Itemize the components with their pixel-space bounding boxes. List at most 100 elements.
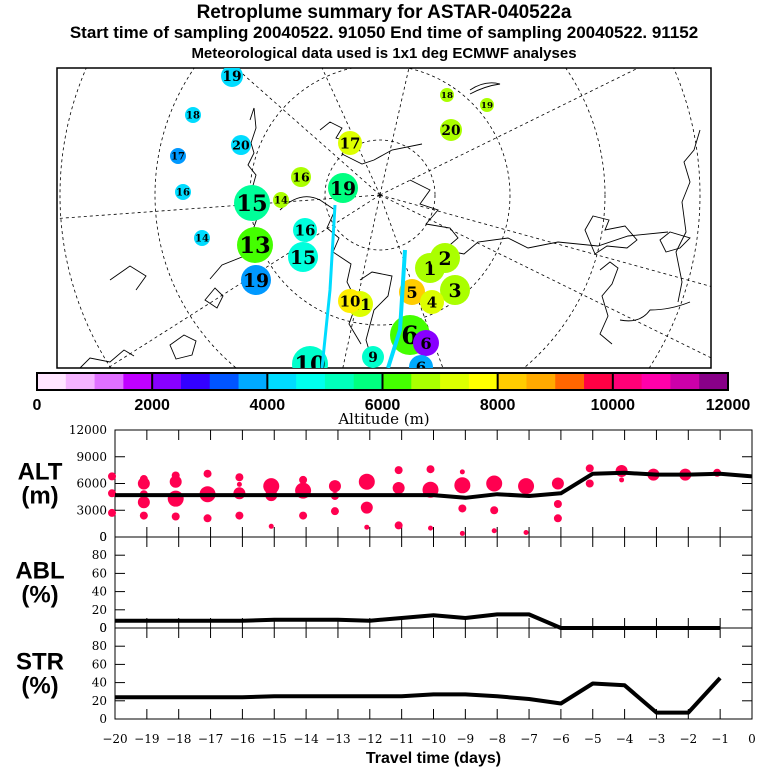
panel-abl: 0 20 40 60 80 0 ABL(%) (15, 530, 753, 635)
cluster-point (108, 472, 116, 481)
cluster-point (553, 514, 562, 523)
panel-ylabel: ALT (18, 459, 63, 486)
trajectory-marker: 17 (338, 131, 362, 155)
trajectory-marker: 16 (291, 167, 311, 187)
trajectory-marker: 6 (413, 330, 439, 356)
y-tick-label: 0 (99, 712, 107, 726)
x-tick-label: −10 (421, 732, 446, 746)
cluster-point (454, 477, 471, 494)
marker-label: 10 (294, 352, 325, 378)
coastline (599, 261, 619, 345)
y-tick-label: 0 (99, 530, 107, 544)
x-tick-label: −12 (357, 732, 382, 746)
x-tick-label: −2 (679, 732, 697, 746)
meridian (321, 68, 381, 196)
marker-circle (413, 330, 439, 356)
colorbar-tick-label: 2000 (134, 397, 170, 414)
x-tick-label: −11 (389, 732, 414, 746)
colorbar-swatch (526, 373, 556, 390)
cluster-point (299, 475, 308, 484)
meridian (379, 68, 410, 196)
marker-circle (430, 243, 460, 273)
marker-circle (231, 135, 251, 155)
colorbar-swatch (209, 373, 240, 390)
cluster-point (108, 508, 116, 517)
trajectory-marker: 16 (175, 184, 191, 200)
coastline (279, 196, 362, 345)
colorbar-swatch (411, 373, 441, 390)
coastline (204, 287, 224, 309)
trajectory-marker: 10 (338, 289, 362, 313)
colorbar-swatch (468, 373, 499, 390)
cluster-point (358, 473, 375, 490)
x-tick-label: −17 (198, 732, 223, 746)
cluster-point (486, 475, 503, 492)
marker-circle (221, 68, 243, 87)
y-tick-label: 0 (99, 621, 107, 635)
colorbar-swatch (612, 373, 643, 390)
colorbar-swatch (238, 373, 268, 390)
marker-circle (440, 88, 454, 102)
coastline (79, 349, 135, 368)
marker-circle (273, 192, 289, 208)
marker-circle (338, 289, 362, 313)
met-data-subtitle: Meteorological data used is 1x1 deg ECMW… (191, 45, 577, 62)
cluster-point (263, 478, 280, 495)
marker-label: 10 (340, 292, 361, 310)
marker-label: 6 (420, 334, 431, 353)
panel-ylabel: ABL (15, 558, 64, 585)
y-tick-label: 60 (92, 657, 107, 671)
marker-label: 6 (416, 358, 426, 376)
panel-ylabel-unit: (%) (21, 582, 58, 609)
latitude-circle (154, 68, 606, 368)
coastline (584, 215, 638, 255)
trajectory-marker: 14 (273, 192, 289, 208)
meridian (379, 194, 711, 359)
colorbar-swatch (180, 373, 211, 390)
trajectory-marker: 20 (231, 135, 251, 155)
marker-circle (175, 184, 191, 200)
marker-label: 9 (368, 350, 378, 366)
marker-circle (194, 230, 210, 246)
time-series-panels: 030006000900012000ALT(m)0204060800ABL(%)… (15, 423, 755, 767)
x-tick-label: −1 (711, 732, 729, 746)
cluster-point (167, 490, 184, 507)
meridian (57, 194, 381, 219)
cluster-point (236, 481, 242, 487)
trajectory-marker: 9 (362, 346, 384, 368)
trajectory-marker: 16 (293, 218, 317, 242)
marker-circle (293, 218, 317, 242)
colorbar-swatch (296, 373, 326, 390)
x-tick-label: 0 (748, 732, 756, 746)
y-tick-label: 20 (92, 603, 107, 617)
latitude-circle (59, 68, 701, 368)
x-tick-label: −4 (616, 732, 634, 746)
cluster-point (171, 512, 180, 521)
marker-label: 2 (438, 248, 451, 270)
cluster-point (139, 511, 148, 520)
cluster-point (169, 475, 182, 488)
colorbar-tick-label: 4000 (250, 397, 286, 414)
marker-circle (338, 131, 362, 155)
cluster-point (518, 478, 535, 495)
sampling-time-subtitle: Start time of sampling 20040522. 91050 E… (69, 23, 699, 42)
cluster-point (553, 500, 562, 509)
cluster-point (392, 481, 405, 494)
trajectory-marker: 4 (420, 290, 444, 314)
marker-label: 20 (232, 138, 250, 153)
x-tick-label: −20 (102, 732, 127, 746)
trajectory-marker: 18 (185, 107, 201, 123)
series-line-abl (115, 612, 721, 630)
cluster-point (137, 477, 150, 490)
marker-circle (185, 107, 201, 123)
marker-label: 14 (195, 234, 209, 245)
marker-label: 16 (176, 188, 190, 199)
trajectory-marker: 15 (234, 185, 270, 221)
x-tick-label: −13 (325, 732, 350, 746)
coastline (659, 231, 691, 253)
marker-circle (288, 242, 318, 272)
x-tick-label: −15 (262, 732, 287, 746)
x-axis-label: Travel time (days) (366, 750, 501, 767)
marker-circle (241, 265, 271, 295)
